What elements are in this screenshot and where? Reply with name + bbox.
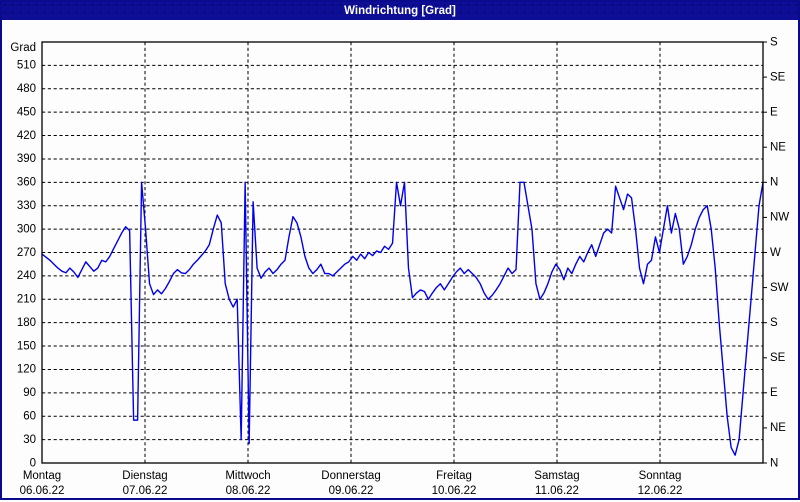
svg-text:NE: NE xyxy=(770,142,786,154)
svg-text:07.06.22: 07.06.22 xyxy=(123,485,168,497)
svg-text:150: 150 xyxy=(17,340,36,352)
svg-text:11.06.22: 11.06.22 xyxy=(535,485,579,497)
svg-text:09.06.22: 09.06.22 xyxy=(329,485,374,497)
svg-text:S: S xyxy=(770,317,778,329)
svg-text:E: E xyxy=(770,107,778,119)
svg-text:SW: SW xyxy=(770,282,789,294)
svg-text:N: N xyxy=(770,177,778,189)
svg-text:Donnerstag: Donnerstag xyxy=(321,470,380,482)
svg-text:12.06.22: 12.06.22 xyxy=(638,485,683,497)
svg-text:S: S xyxy=(770,36,778,48)
svg-text:Samstag: Samstag xyxy=(534,470,579,482)
svg-text:510: 510 xyxy=(17,60,36,72)
svg-text:300: 300 xyxy=(17,223,36,235)
svg-text:420: 420 xyxy=(17,130,36,142)
svg-text:Freitag: Freitag xyxy=(436,470,472,482)
svg-text:N: N xyxy=(770,457,778,469)
svg-text:210: 210 xyxy=(17,294,36,306)
svg-text:08.06.22: 08.06.22 xyxy=(226,485,271,497)
svg-text:Dienstag: Dienstag xyxy=(122,470,167,482)
svg-text:06.06.22: 06.06.22 xyxy=(20,485,65,497)
svg-text:60: 60 xyxy=(23,411,36,423)
svg-text:NE: NE xyxy=(770,422,786,434)
svg-text:450: 450 xyxy=(17,107,36,119)
svg-text:360: 360 xyxy=(17,177,36,189)
svg-text:SE: SE xyxy=(770,352,786,364)
svg-text:Grad: Grad xyxy=(10,42,36,54)
svg-text:270: 270 xyxy=(17,247,36,259)
svg-text:120: 120 xyxy=(17,364,36,376)
svg-text:0: 0 xyxy=(30,457,36,469)
svg-text:Sonntag: Sonntag xyxy=(639,470,682,482)
svg-text:390: 390 xyxy=(17,153,36,165)
svg-text:10.06.22: 10.06.22 xyxy=(432,485,477,497)
svg-text:Montag: Montag xyxy=(23,470,61,482)
svg-text:240: 240 xyxy=(17,270,36,282)
svg-text:330: 330 xyxy=(17,200,36,212)
svg-text:30: 30 xyxy=(23,434,36,446)
svg-text:W: W xyxy=(770,247,781,259)
svg-text:90: 90 xyxy=(23,387,36,399)
svg-text:Mittwoch: Mittwoch xyxy=(225,470,270,482)
svg-text:180: 180 xyxy=(17,317,36,329)
svg-text:480: 480 xyxy=(17,83,36,95)
svg-text:E: E xyxy=(770,387,778,399)
svg-text:NW: NW xyxy=(770,212,789,224)
svg-text:SE: SE xyxy=(770,71,786,83)
